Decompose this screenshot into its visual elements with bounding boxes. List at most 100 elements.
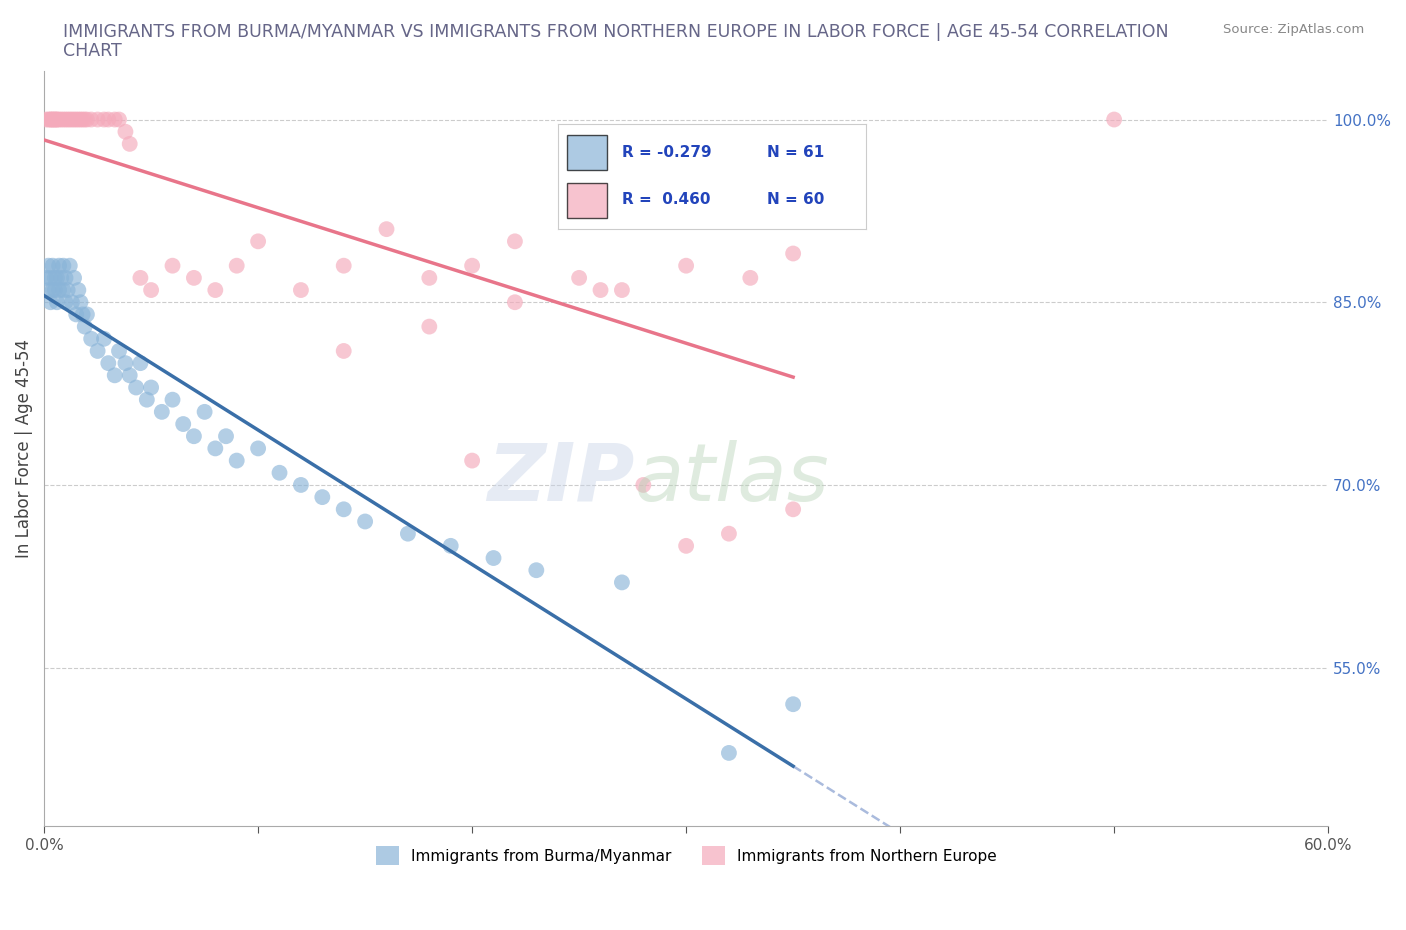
Point [129, 355, 152, 370]
Point [39, 295, 62, 310]
Point [717, 746, 740, 761]
Point [35, 271, 58, 286]
Point [332, 259, 354, 273]
Point [247, 233, 270, 248]
Point [55, 295, 77, 310]
Text: atlas: atlas [634, 440, 830, 518]
Legend: Immigrants from Burma/Myanmar, Immigrants from Northern Europe: Immigrants from Burma/Myanmar, Immigrant… [370, 841, 1002, 871]
Point [610, 575, 633, 590]
Point [41, 113, 63, 127]
Point [610, 283, 633, 298]
Point [46, 113, 69, 127]
Point [139, 283, 162, 298]
Point [97, 355, 120, 370]
Point [65, 113, 87, 127]
Point [162, 259, 184, 273]
Point [63, 271, 86, 286]
Point [46, 271, 69, 286]
Point [46, 113, 69, 127]
Point [35, 113, 58, 127]
Y-axis label: In Labor Force | Age 45-54: In Labor Force | Age 45-54 [15, 339, 32, 558]
Point [740, 271, 762, 286]
Point [183, 429, 205, 444]
Point [332, 343, 354, 358]
Point [52, 283, 75, 298]
Point [418, 271, 440, 286]
Point [139, 380, 162, 395]
Point [55, 271, 77, 286]
Point [97, 113, 120, 127]
Point [44, 113, 66, 127]
Point [69, 295, 91, 310]
Point [41, 113, 63, 127]
Point [782, 697, 804, 711]
Point [162, 392, 184, 407]
Point [41, 283, 63, 298]
Point [86, 113, 108, 127]
Point [125, 380, 148, 395]
Point [76, 113, 98, 127]
Point [524, 563, 547, 578]
Point [418, 319, 440, 334]
Point [59, 113, 82, 127]
Point [44, 271, 66, 286]
Point [73, 319, 96, 334]
Point [48, 283, 70, 298]
Point [65, 307, 87, 322]
Point [37, 259, 59, 273]
Text: CHART: CHART [63, 42, 122, 60]
Point [86, 343, 108, 358]
Point [60, 295, 83, 310]
Point [114, 125, 136, 140]
Text: Source: ZipAtlas.com: Source: ZipAtlas.com [1223, 23, 1364, 36]
Point [39, 113, 62, 127]
Point [69, 113, 91, 127]
Point [290, 283, 312, 298]
Point [52, 259, 75, 273]
Point [118, 137, 141, 152]
Point [73, 113, 96, 127]
Point [51, 271, 73, 286]
Point [589, 283, 612, 298]
Point [93, 331, 115, 346]
Point [60, 113, 83, 127]
Point [80, 113, 103, 127]
Point [150, 405, 173, 419]
Point [290, 477, 312, 492]
Point [46, 295, 69, 310]
Point [1102, 113, 1125, 127]
Point [72, 113, 94, 127]
Point [48, 259, 70, 273]
Point [503, 233, 526, 248]
Point [76, 307, 98, 322]
Point [717, 526, 740, 541]
Point [396, 526, 419, 541]
Point [482, 551, 505, 565]
Point [129, 271, 152, 286]
Point [44, 113, 66, 127]
Point [503, 295, 526, 310]
Point [225, 259, 247, 273]
Point [194, 405, 217, 419]
Point [461, 259, 484, 273]
Point [440, 538, 463, 553]
Point [332, 502, 354, 517]
Point [269, 465, 291, 480]
Point [59, 259, 82, 273]
Point [67, 113, 90, 127]
Point [55, 113, 77, 127]
Point [67, 283, 90, 298]
Point [375, 221, 398, 236]
Point [56, 283, 79, 298]
Point [108, 343, 131, 358]
Text: ZIP: ZIP [488, 440, 634, 518]
Point [204, 283, 226, 298]
Point [39, 113, 62, 127]
Point [72, 307, 94, 322]
Point [675, 538, 697, 553]
Point [41, 259, 63, 273]
Point [104, 368, 127, 383]
Point [93, 113, 115, 127]
Point [354, 514, 377, 529]
Point [104, 113, 127, 127]
